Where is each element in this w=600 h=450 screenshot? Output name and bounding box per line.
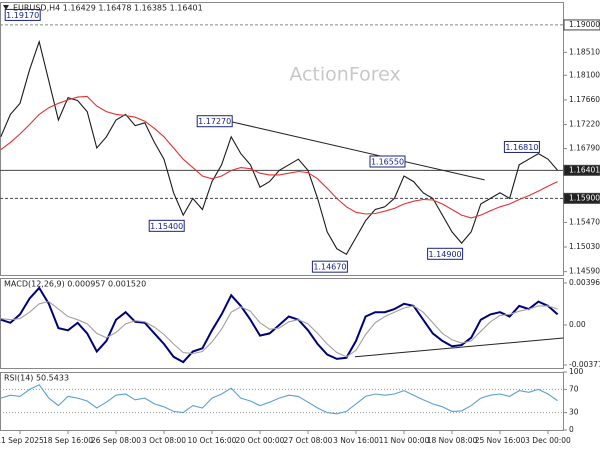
x-tick-label: 18 Sep 16:00 xyxy=(43,436,93,445)
price-annotation: 1.15400 xyxy=(150,222,183,231)
y-tick-label: 1.18510 xyxy=(569,47,600,56)
level-label-box xyxy=(563,164,600,176)
price-annotation: 1.14900 xyxy=(429,250,462,259)
y-tick-label: 1.16790 xyxy=(569,144,600,153)
y-tick-label: 1.17220 xyxy=(569,120,600,129)
indicator-line xyxy=(0,301,558,358)
y-tick-label: 1.17660 xyxy=(569,95,600,104)
y-tick-label: 70 xyxy=(569,384,579,393)
y-tick-label: 1.14590 xyxy=(569,267,600,276)
x-tick-label: 11 Sep 2025 xyxy=(0,436,44,445)
x-tick-label: 3 Dec 00:00 xyxy=(525,436,571,445)
price-annotation: 1.16810 xyxy=(505,143,538,152)
panel-title: EURUSD,H4 1.16429 1.16478 1.16385 1.1640… xyxy=(13,4,203,13)
indicator-line xyxy=(0,384,558,415)
y-tick-label: 100 xyxy=(569,367,584,376)
indicator-line xyxy=(0,95,558,219)
level-label: 1.15900 xyxy=(569,193,600,202)
trend-line xyxy=(231,121,485,181)
level-label: 1.16401 xyxy=(569,165,600,174)
y-tick-label: 1.15470 xyxy=(569,217,600,226)
y-tick-label: 1.15030 xyxy=(569,242,600,251)
watermark: ActionForex xyxy=(289,64,400,86)
price-annotation-box xyxy=(196,115,233,128)
x-tick-label: 27 Oct 08:00 xyxy=(284,436,333,445)
price-annotation: 1.16550 xyxy=(371,157,404,166)
price-annotation-box xyxy=(311,260,348,273)
x-tick-label: 20 Oct 00:00 xyxy=(236,436,285,445)
price-annotation: 1.14670 xyxy=(313,263,346,272)
y-tick-label: 30 xyxy=(569,408,579,417)
level-label-box xyxy=(563,19,600,31)
price-annotation-box xyxy=(503,140,540,153)
price-annotation: 1.19170 xyxy=(6,11,39,20)
level-label-box xyxy=(563,192,600,204)
x-tick-label: 10 Oct 16:00 xyxy=(188,436,237,445)
y-tick-label: -0.003774 xyxy=(569,360,600,369)
x-tick-label: 26 Sep 08:00 xyxy=(91,436,141,445)
y-tick-label: 0 xyxy=(569,425,574,434)
x-tick-label: 25 Nov 16:00 xyxy=(475,436,526,445)
x-tick-label: 11 Nov 00:00 xyxy=(379,436,430,445)
price-annotation-box xyxy=(148,219,185,232)
x-tick-label: 18 Nov 08:00 xyxy=(427,436,478,445)
x-tick-label: 3 Nov 16:00 xyxy=(333,436,379,445)
menu-arrow xyxy=(3,5,9,10)
level-label: 1.19000 xyxy=(569,20,600,29)
price-line xyxy=(0,39,559,256)
x-tick-label: 3 Oct 08:00 xyxy=(142,436,186,445)
y-tick-label: 0.00 xyxy=(569,320,586,329)
price-annotation-box xyxy=(369,155,406,168)
price-annotation-box xyxy=(427,247,464,260)
price-annotation: 1.17270 xyxy=(198,117,231,126)
price-annotation-box xyxy=(4,8,41,21)
panel-title: MACD(12,26,9) 0.000957 0.001520 xyxy=(4,280,146,289)
y-tick-label: 1.18100 xyxy=(569,70,600,79)
trend-line xyxy=(354,337,564,358)
panel-title: RSI(14) 50.5433 xyxy=(4,374,69,383)
y-tick-label: 0.003964 xyxy=(569,278,600,287)
